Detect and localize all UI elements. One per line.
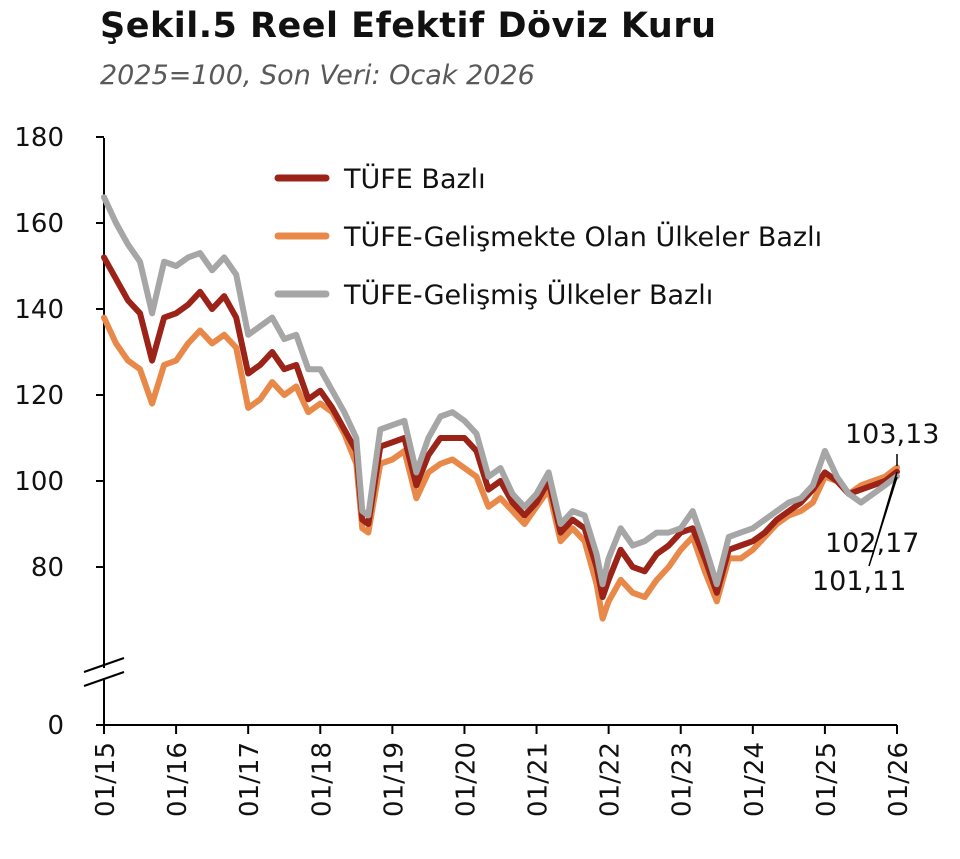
legend-label-gelismis: TÜFE-Gelişmiş Ülkeler Bazlı <box>343 279 713 311</box>
axis-break-mark <box>83 671 125 687</box>
x-tick-label: 01/21 <box>524 742 554 817</box>
chart-legend: TÜFE Bazlı TÜFE-Gelişmekte Olan Ülkeler B… <box>274 163 822 311</box>
y-tick-label: 0 <box>47 711 64 741</box>
chart-series <box>101 194 900 622</box>
x-tick-label: 01/24 <box>740 742 770 817</box>
x-tick-label: 01/26 <box>884 742 914 817</box>
y-tick-label: 80 <box>31 553 64 583</box>
x-tick-label: 01/22 <box>596 742 626 817</box>
y-tick-label: 180 <box>14 123 64 153</box>
legend-label-gelismekte: TÜFE-Gelişmekte Olan Ülkeler Bazlı <box>343 221 822 253</box>
y-tick-label: 120 <box>14 381 64 411</box>
series-line-tufe <box>101 254 900 601</box>
x-tick-label: 01/19 <box>379 742 409 817</box>
y-tick-label: 100 <box>14 467 64 497</box>
axis-break-mark <box>83 657 125 673</box>
x-tick-label: 01/18 <box>307 742 337 817</box>
x-tick-label: 01/25 <box>812 742 842 817</box>
annotation-label: 101,11 <box>812 566 906 597</box>
annotation-leader <box>868 476 898 567</box>
series-line-gelismis <box>101 194 900 588</box>
legend-label-tufe: TÜFE Bazlı <box>343 163 486 195</box>
chart-title: Şekil.5 Reel Efektif Döviz Kuru <box>100 6 717 46</box>
x-tick-label: 01/17 <box>235 742 265 817</box>
chart-subtitle: 2025=100, Son Veri: Ocak 2026 <box>100 60 535 91</box>
x-tick-label: 01/23 <box>668 742 698 817</box>
annotation-label: 103,13 <box>845 419 939 450</box>
y-tick-label: 140 <box>14 295 64 325</box>
chart-axes: 0 80 100 120 140 160 180 01/15 01/16 01/17 01/18 01… <box>14 123 914 817</box>
x-tick-label: 01/20 <box>451 742 481 817</box>
x-tick-label: 01/15 <box>91 742 121 817</box>
series-line-gelismekte <box>101 314 900 622</box>
x-tick-label: 01/16 <box>163 742 193 817</box>
y-tick-label: 160 <box>14 209 64 239</box>
